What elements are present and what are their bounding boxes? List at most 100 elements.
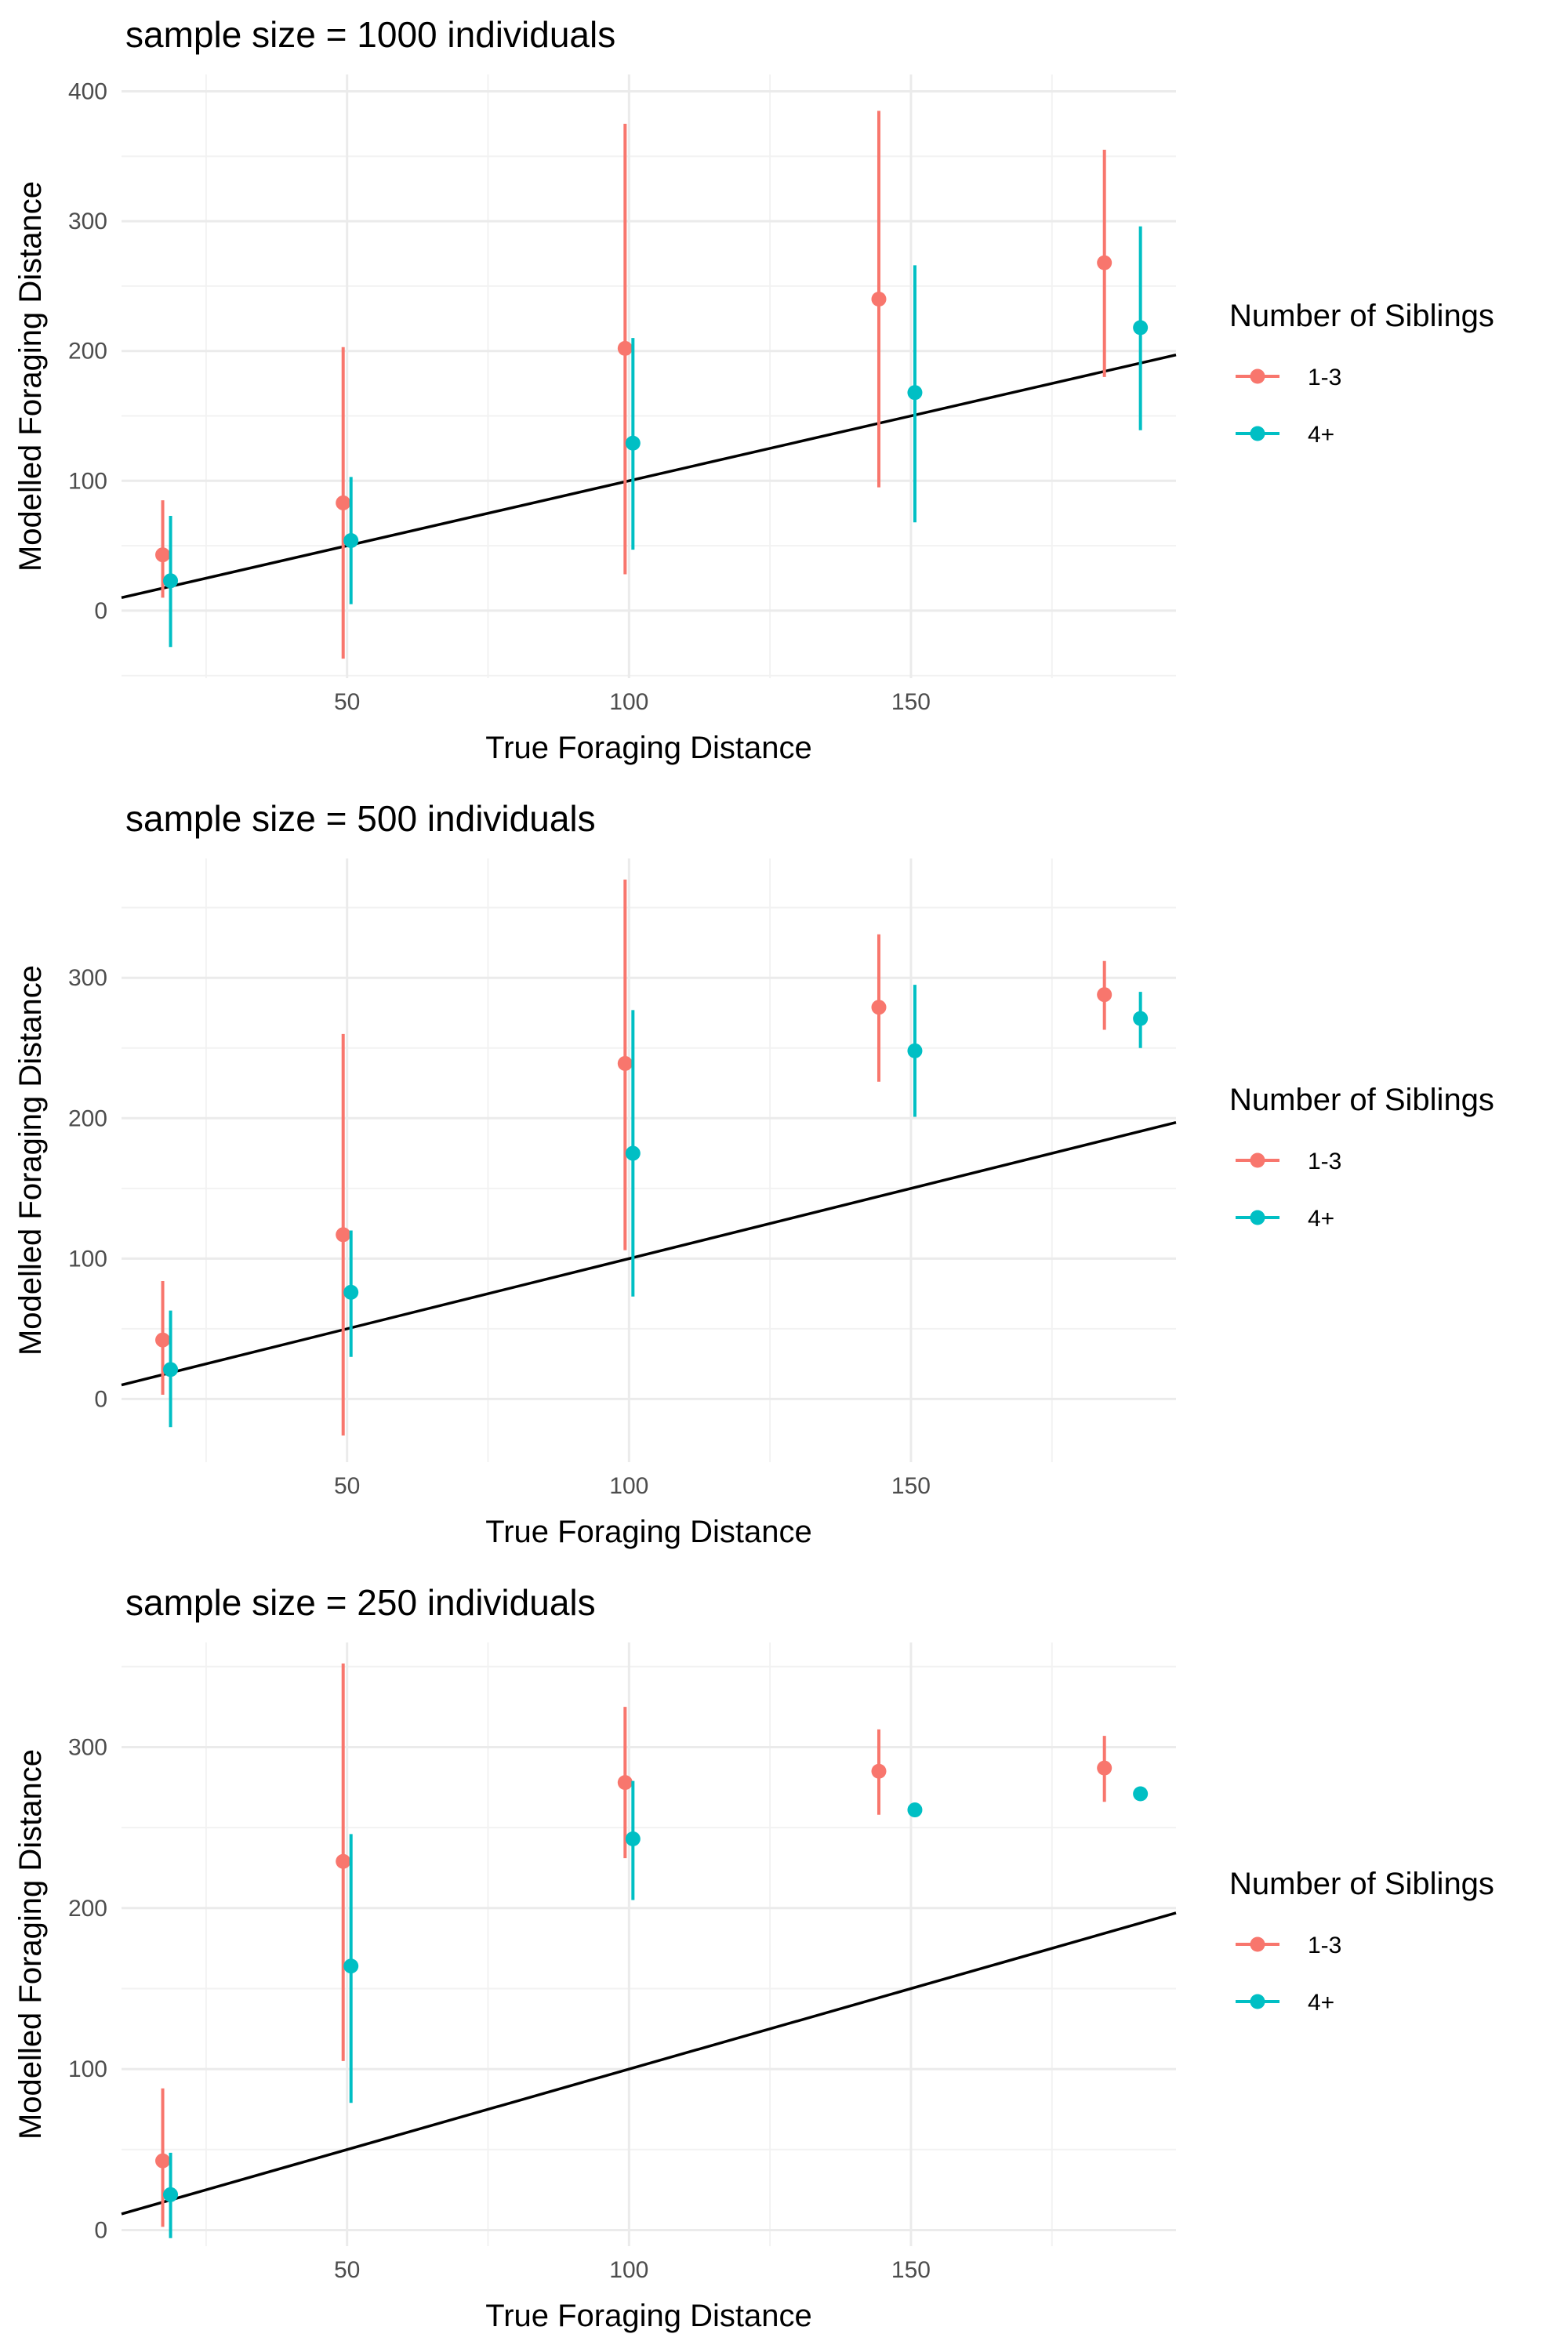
- legend-key-point: [1250, 426, 1265, 441]
- chart-panel-500: 50 100 150 0 100 200 300 sample size = 500 indi…: [0, 784, 1568, 1568]
- y-tick-label: 100: [68, 1246, 107, 1272]
- legend-key-point: [1250, 1210, 1265, 1225]
- data-point: [1133, 1011, 1149, 1026]
- x-tick-label: 100: [609, 2257, 648, 2283]
- data-point: [1133, 1786, 1149, 1802]
- data-point: [625, 435, 641, 451]
- y-tick-label: 200: [68, 1105, 107, 1131]
- data-point: [336, 495, 351, 510]
- series-1-3: [155, 1663, 1112, 2227]
- x-axis-title: True Foraging Distance: [485, 2299, 811, 2333]
- data-point: [155, 1332, 171, 1348]
- legend-key-point: [1250, 368, 1265, 384]
- data-point: [336, 1227, 351, 1243]
- major-gridlines: [122, 858, 1176, 1462]
- data-point: [163, 1362, 179, 1377]
- legend-key-point: [1250, 1936, 1265, 1952]
- major-gridlines: [122, 74, 1176, 678]
- major-gridlines: [122, 1642, 1176, 2246]
- minor-gridlines: [122, 858, 1176, 1462]
- data-point: [1097, 987, 1112, 1003]
- y-axis-title: Modelled Foraging Distance: [13, 965, 48, 1356]
- minor-gridlines: [122, 1642, 1176, 2246]
- series-1-3: [155, 111, 1112, 659]
- data-point: [907, 1802, 923, 1818]
- legend-title: Number of Siblings: [1229, 299, 1494, 333]
- panel-title: sample size = 1000 individuals: [125, 14, 615, 55]
- legend: Number of Siblings 1-3 4+: [1229, 1867, 1494, 2016]
- x-tick-label: 50: [334, 689, 360, 715]
- data-point: [155, 2153, 171, 2169]
- y-tick-label: 300: [68, 1734, 107, 1760]
- reference-line: [121, 1120, 1177, 1387]
- data-point: [617, 1055, 633, 1071]
- y-tick-label: 0: [94, 2217, 107, 2243]
- y-axis-title: Modelled Foraging Distance: [13, 1749, 48, 2140]
- data-point: [871, 1000, 887, 1015]
- x-tick-label: 150: [891, 2257, 931, 2283]
- panel-title: sample size = 250 individuals: [125, 1582, 596, 1623]
- x-tick-label: 150: [891, 689, 931, 715]
- data-point: [625, 1831, 641, 1847]
- x-tick-label: 100: [609, 1473, 648, 1499]
- y-tick-label: 300: [68, 965, 107, 991]
- y-tick-label: 200: [68, 1896, 107, 1922]
- data-point: [871, 291, 887, 307]
- data-point: [1097, 255, 1112, 270]
- legend-title: Number of Siblings: [1229, 1083, 1494, 1117]
- data-point: [1097, 1760, 1112, 1776]
- y-tick-label: 300: [68, 209, 107, 234]
- chart-panel-1000: 50 100 150 0 100 200 300 400 sample size = 1000 …: [0, 0, 1568, 784]
- legend-title: Number of Siblings: [1229, 1867, 1494, 1901]
- y-tick-label: 0: [94, 598, 107, 624]
- x-axis-title: True Foraging Distance: [485, 1515, 811, 1549]
- legend-label: 4+: [1308, 1206, 1334, 1232]
- data-point: [617, 1775, 633, 1791]
- y-tick-label: 400: [68, 79, 107, 105]
- y-tick-label: 100: [68, 468, 107, 494]
- y-tick-label: 0: [94, 1386, 107, 1412]
- panel-title: sample size = 500 individuals: [125, 798, 596, 839]
- series-4+: [163, 985, 1149, 1428]
- y-tick-label: 200: [68, 339, 107, 365]
- legend-key-point: [1250, 1994, 1265, 2009]
- data-point: [617, 340, 633, 356]
- legend-label: 1-3: [1308, 365, 1341, 390]
- data-point: [907, 1043, 923, 1058]
- series-1-3: [155, 879, 1112, 1436]
- series-4+: [163, 226, 1149, 648]
- data-point: [155, 547, 171, 563]
- data-point: [343, 1284, 359, 1300]
- legend-key-point: [1250, 1152, 1265, 1168]
- data-point: [871, 1763, 887, 1779]
- reference-line: [121, 353, 1177, 600]
- x-tick-label: 50: [334, 1473, 360, 1499]
- data-point: [336, 1853, 351, 1869]
- legend-label: 1-3: [1308, 1933, 1341, 1958]
- data-point: [907, 385, 923, 401]
- data-point: [343, 1958, 359, 1974]
- chart-svg: 50 100 150 0 100 200 300 400 sample size = 1000 …: [13, 14, 1494, 765]
- reference-line: [121, 1911, 1177, 2216]
- chart-svg: 50 100 150 0 100 200 300 sample size = 500 indi…: [13, 798, 1494, 1549]
- legend-label: 1-3: [1308, 1149, 1341, 1174]
- y-axis-title: Modelled Foraging Distance: [13, 181, 48, 572]
- x-tick-label: 150: [891, 1473, 931, 1499]
- y-tick-label: 100: [68, 2056, 107, 2082]
- data-point: [625, 1145, 641, 1161]
- data-point: [1133, 320, 1149, 336]
- chart-panel-250: 50 100 150 0 100 200 300 sample size = 250 indi…: [0, 1568, 1568, 2352]
- chart-svg: 50 100 150 0 100 200 300 sample size = 250 indi…: [13, 1582, 1494, 2333]
- minor-gridlines: [122, 74, 1176, 678]
- legend-label: 4+: [1308, 422, 1334, 448]
- data-point: [163, 573, 179, 589]
- legend-label: 4+: [1308, 1990, 1334, 2016]
- series-4+: [163, 1780, 1149, 2238]
- data-point: [163, 2187, 179, 2202]
- legend: Number of Siblings 1-3 4+: [1229, 1083, 1494, 1232]
- x-axis-title: True Foraging Distance: [485, 731, 811, 765]
- x-tick-label: 100: [609, 689, 648, 715]
- data-point: [343, 532, 359, 548]
- x-tick-label: 50: [334, 2257, 360, 2283]
- legend: Number of Siblings 1-3 4+: [1229, 299, 1494, 448]
